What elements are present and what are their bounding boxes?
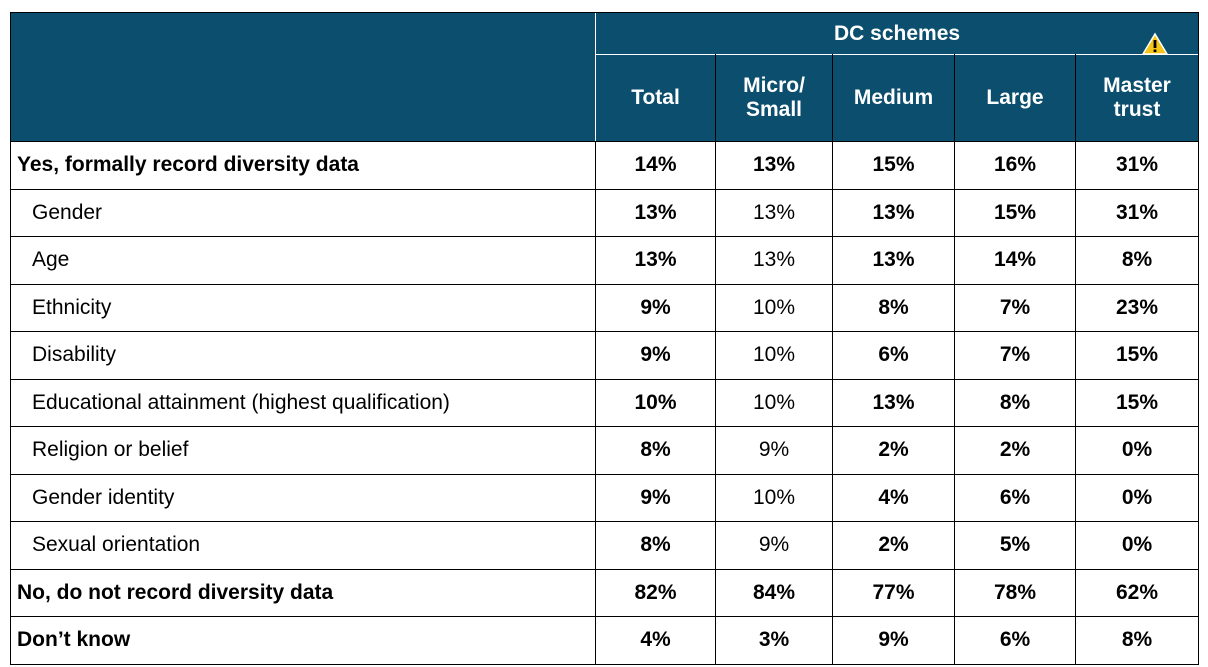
cell-value: 9% (595, 331, 716, 380)
cell-value: 5% (954, 521, 1076, 570)
table-row: Age 13% 13% 13% 14% 8% (10, 236, 1200, 285)
table-row: Don’t know 4% 3% 9% 6% 8% (10, 616, 1200, 665)
cell-value: 15% (1074, 378, 1200, 427)
cell-value: 8% (595, 426, 716, 475)
cell-value: 2% (832, 426, 955, 475)
row-label: Age (10, 236, 596, 285)
diversity-table: DC schemes Total Micro/ Small Medium Large M… (10, 12, 1200, 665)
cell-value: 31% (1074, 188, 1200, 237)
table-row: Gender identity 9% 10% 4% 6% 0% (10, 473, 1200, 522)
row-label: Educational attainment (highest qualific… (10, 378, 596, 427)
table-row: No, do not record diversity data 82% 84% 77… (10, 568, 1200, 617)
cell-value: 14% (954, 236, 1076, 285)
cell-value: 13% (715, 236, 833, 285)
cell-value: 78% (954, 568, 1076, 617)
cell-value: 8% (832, 283, 955, 332)
cell-value: 13% (715, 141, 833, 190)
cell-value: 0% (1074, 521, 1200, 570)
warning-icon (1141, 32, 1169, 55)
table-row: Religion or belief 8% 9% 2% 2% 0% (10, 426, 1200, 475)
cell-value: 9% (595, 283, 716, 332)
cell-value: 6% (954, 616, 1076, 665)
cell-value: 10% (715, 378, 833, 427)
cell-value: 9% (715, 426, 833, 475)
cell-value: 7% (954, 283, 1076, 332)
cell-value: 6% (832, 331, 955, 380)
cell-value: 23% (1074, 283, 1200, 332)
cell-value: 15% (954, 188, 1076, 237)
cell-value: 13% (595, 236, 716, 285)
cell-value: 10% (715, 283, 833, 332)
cell-value: 62% (1074, 568, 1200, 617)
table-row: Ethnicity 9% 10% 8% 7% 23% (10, 283, 1200, 332)
cell-value: 2% (832, 521, 955, 570)
table-row: Educational attainment (highest qualific… (10, 378, 1200, 427)
column-header: Large (954, 54, 1076, 142)
cell-value: 15% (1074, 331, 1200, 380)
cell-value: 82% (595, 568, 716, 617)
cell-value: 15% (832, 141, 955, 190)
cell-value: 0% (1074, 473, 1200, 522)
column-header: Medium (832, 54, 955, 142)
cell-value: 84% (715, 568, 833, 617)
cell-value: 14% (595, 141, 716, 190)
table-row: Gender 13% 13% 13% 15% 31% (10, 188, 1200, 237)
cell-value: 7% (954, 331, 1076, 380)
column-header: Master trust (1074, 54, 1200, 142)
cell-value: 10% (595, 378, 716, 427)
row-label: Gender (10, 188, 596, 237)
table-row: Disability 9% 10% 6% 7% 15% (10, 331, 1200, 380)
cell-value: 10% (715, 331, 833, 380)
row-label: Ethnicity (10, 283, 596, 332)
cell-value: 31% (1074, 141, 1200, 190)
cell-value: 6% (954, 473, 1076, 522)
cell-value: 13% (832, 378, 955, 427)
cell-value: 8% (954, 378, 1076, 427)
cell-value: 8% (595, 521, 716, 570)
row-label: Yes, formally record diversity data (10, 141, 596, 190)
cell-value: 16% (954, 141, 1076, 190)
row-label: No, do not record diversity data (10, 568, 596, 617)
cell-value: 13% (595, 188, 716, 237)
cell-value: 3% (715, 616, 833, 665)
header-corner (10, 12, 596, 142)
cell-value: 13% (832, 236, 955, 285)
row-label: Sexual orientation (10, 521, 596, 570)
column-header: Micro/ Small (715, 54, 833, 142)
cell-value: 8% (1074, 236, 1200, 285)
cell-value: 2% (954, 426, 1076, 475)
row-label: Religion or belief (10, 426, 596, 475)
cell-value: 9% (595, 473, 716, 522)
cell-value: 4% (595, 616, 716, 665)
cell-value: 13% (832, 188, 955, 237)
cell-value: 13% (715, 188, 833, 237)
cell-value: 4% (832, 473, 955, 522)
row-label: Gender identity (10, 473, 596, 522)
cell-value: 9% (715, 521, 833, 570)
table-row: Yes, formally record diversity data 14% 13… (10, 141, 1200, 190)
cell-value: 9% (832, 616, 955, 665)
table-row: Sexual orientation 8% 9% 2% 5% 0% (10, 521, 1200, 570)
cell-value: 10% (715, 473, 833, 522)
cell-value: 8% (1074, 616, 1200, 665)
row-label: Don’t know (10, 616, 596, 665)
row-label: Disability (10, 331, 596, 380)
cell-value: 0% (1074, 426, 1200, 475)
cell-value: 77% (832, 568, 955, 617)
group-header: DC schemes (594, 12, 1200, 55)
column-header: Total (595, 54, 716, 142)
